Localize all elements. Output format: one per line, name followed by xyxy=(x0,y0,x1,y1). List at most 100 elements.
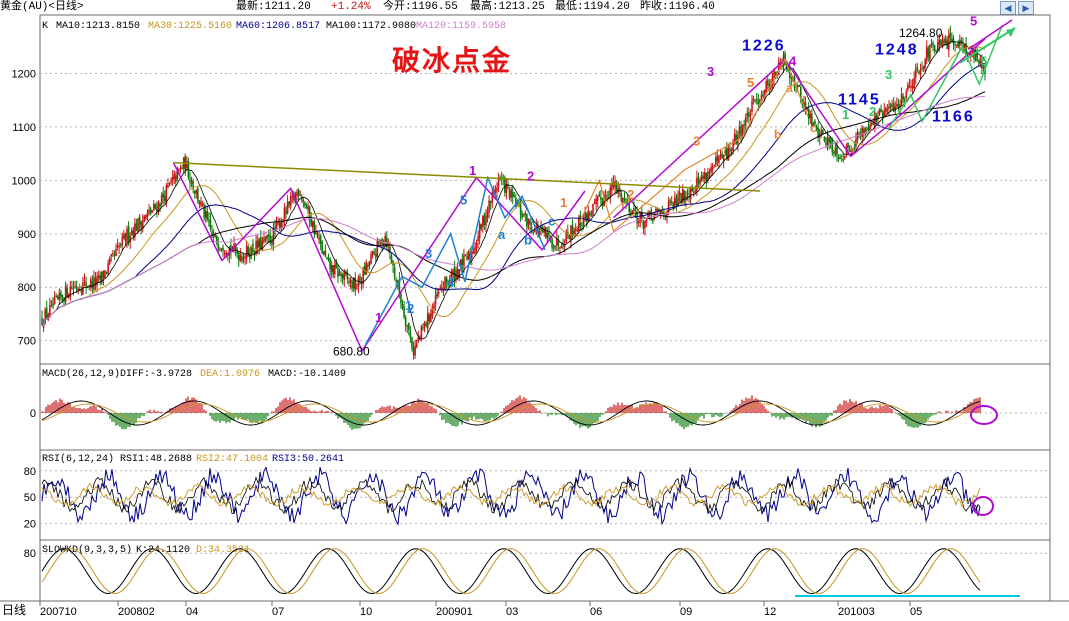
candle-body xyxy=(373,251,375,254)
candle-body xyxy=(622,197,624,204)
candle-body xyxy=(921,67,923,69)
wave-label: b xyxy=(524,232,532,247)
candle-body xyxy=(777,61,780,75)
candle-body xyxy=(56,296,59,299)
candle-body xyxy=(947,34,950,51)
candle-body xyxy=(864,127,867,134)
candle-body xyxy=(516,204,519,206)
candle-body xyxy=(223,252,226,254)
candle-body xyxy=(351,281,353,289)
candle-body xyxy=(949,32,952,38)
candle-body xyxy=(214,234,216,237)
change-percent: +1.24% xyxy=(331,1,371,13)
candle-body xyxy=(340,274,342,277)
candle-body xyxy=(452,270,454,275)
candle-body xyxy=(107,263,109,274)
candle-body xyxy=(428,314,431,322)
candle-body xyxy=(760,94,763,99)
candle-body xyxy=(368,261,371,267)
candle-body xyxy=(970,51,972,57)
wave-label: 3 xyxy=(885,67,892,82)
candle-body xyxy=(433,304,435,309)
candle-body xyxy=(472,251,475,254)
prev-close-price: 昨收:1196.40 xyxy=(640,1,715,13)
candle-body xyxy=(848,149,851,152)
candle-body xyxy=(91,281,94,289)
candle-body xyxy=(507,185,509,188)
candle-body xyxy=(735,134,738,144)
purple-arrow-line xyxy=(967,19,1013,51)
candle-body xyxy=(225,252,227,256)
candle-body xyxy=(711,166,714,170)
macd-tick-label: 0 xyxy=(30,408,36,420)
candle-body xyxy=(143,216,146,222)
candle-body xyxy=(337,267,339,278)
candle-body xyxy=(897,104,900,108)
candle-body xyxy=(940,39,942,46)
candle-body xyxy=(562,243,564,245)
candle-body xyxy=(584,212,586,220)
time-tick-label: 200802 xyxy=(118,606,155,618)
candle-body xyxy=(521,213,523,218)
arrow-left-icon[interactable]: ◀ xyxy=(1000,1,1016,15)
candle-body xyxy=(595,198,597,204)
candle-body xyxy=(496,187,498,192)
candle-body xyxy=(891,105,893,107)
candle-body xyxy=(833,151,835,154)
rsi-line-1 xyxy=(41,466,981,526)
candle-body xyxy=(589,212,591,216)
candle-body xyxy=(497,178,500,187)
candle-body xyxy=(200,201,202,207)
candle-body xyxy=(426,312,429,329)
candle-body xyxy=(892,103,895,112)
candle-body xyxy=(69,286,72,297)
high-price-label: 1248 xyxy=(875,42,919,59)
candle-body xyxy=(322,251,325,255)
candle-body xyxy=(327,258,330,261)
rsi-legend-item: RSI1:48.2688 xyxy=(120,454,192,465)
candle-body xyxy=(938,39,941,45)
period-label: 日线 xyxy=(2,603,26,617)
candle-body xyxy=(751,101,753,112)
candle-body xyxy=(773,69,775,78)
candle-body xyxy=(393,267,396,278)
candle-body xyxy=(861,127,864,137)
candle-body xyxy=(748,112,750,118)
candle-body xyxy=(554,246,557,248)
candle-body xyxy=(722,155,725,161)
candle-body xyxy=(648,211,651,214)
candle-body xyxy=(163,195,166,201)
wave-label: a xyxy=(498,227,506,242)
candle-body xyxy=(461,259,464,269)
candle-body xyxy=(434,295,437,305)
candle-body xyxy=(480,224,483,229)
high-price-label: 1226 xyxy=(742,37,786,54)
candle-body xyxy=(743,124,745,126)
candle-body xyxy=(151,210,154,213)
wave-label: 3 xyxy=(693,134,700,149)
candle-body xyxy=(834,147,837,154)
wave-label: 1 xyxy=(375,310,382,325)
price-tick-label: 800 xyxy=(18,282,36,294)
candle-body xyxy=(75,286,78,289)
candle-body xyxy=(411,337,413,349)
candle-body xyxy=(192,180,194,190)
price-legend-item: MA30:1225.5160 xyxy=(148,21,232,32)
candle-body xyxy=(296,191,298,196)
candle-body xyxy=(138,216,141,225)
candle-body xyxy=(571,224,574,236)
candle-body xyxy=(981,56,983,69)
rsi-highlight-circle xyxy=(972,496,994,516)
candle-body xyxy=(211,231,213,235)
candle-body xyxy=(546,232,549,239)
candle-body xyxy=(524,212,527,215)
candle-body xyxy=(929,44,931,60)
candle-body xyxy=(99,274,102,280)
wave-label: 5 xyxy=(747,75,754,90)
candle-body xyxy=(400,293,402,304)
wave-label: 1 xyxy=(469,163,476,178)
candle-body xyxy=(385,237,388,248)
candle-body xyxy=(179,167,182,169)
candle-body xyxy=(885,108,887,113)
candle-body xyxy=(72,287,75,289)
